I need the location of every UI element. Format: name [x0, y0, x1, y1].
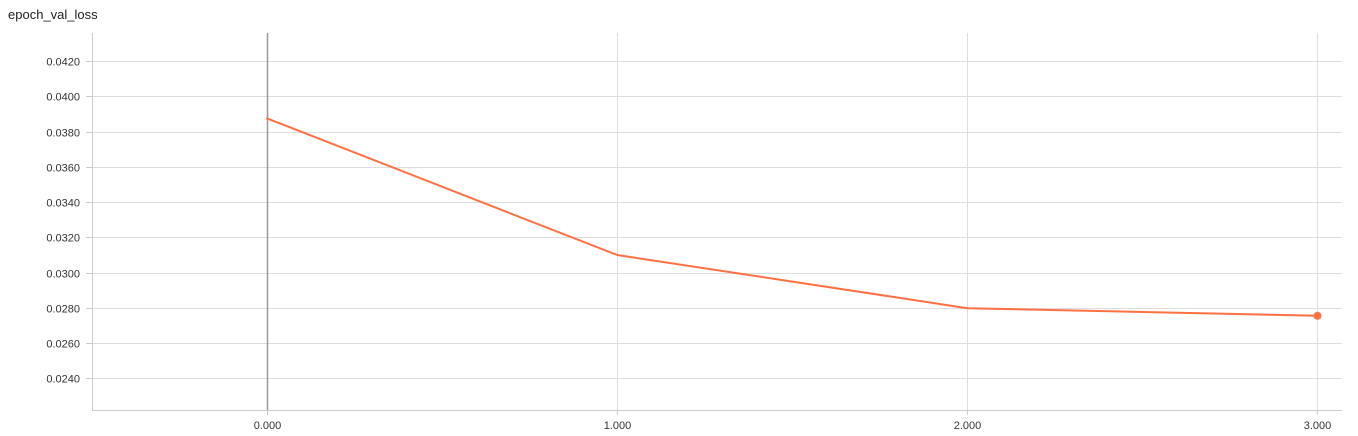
y-tick-label: 0.0260: [46, 339, 80, 351]
y-tick-label: 0.0340: [46, 198, 80, 210]
series-layer: [266, 117, 1322, 320]
chart-title: epoch_val_loss: [8, 7, 98, 22]
x-tick-label: 1.000: [604, 420, 632, 432]
y-tick-label: 0.0300: [46, 269, 80, 281]
x-tick-label: 3.000: [1304, 420, 1332, 432]
y-tick-label: 0.0320: [46, 233, 80, 245]
data-point: [1313, 311, 1322, 320]
x-tick-label: 2.000: [954, 420, 982, 432]
axis-layer: [86, 33, 1342, 415]
y-tick-label: 0.0280: [46, 304, 80, 316]
y-tick-label: 0.0400: [46, 92, 80, 104]
series-line: [266, 117, 1319, 317]
grid-layer: [92, 33, 1342, 410]
y-tick-label: 0.0420: [46, 57, 80, 69]
x-tick-label: 0.000: [254, 420, 282, 432]
y-tick-label: 0.0380: [46, 128, 80, 140]
y-tick-label: 0.0360: [46, 163, 80, 175]
y-tick-label: 0.0240: [46, 374, 80, 386]
tick-labels: 0.0240 0.0260 0.0280 0.0300 0.0320 0.0340 0.03…: [46, 57, 1331, 433]
